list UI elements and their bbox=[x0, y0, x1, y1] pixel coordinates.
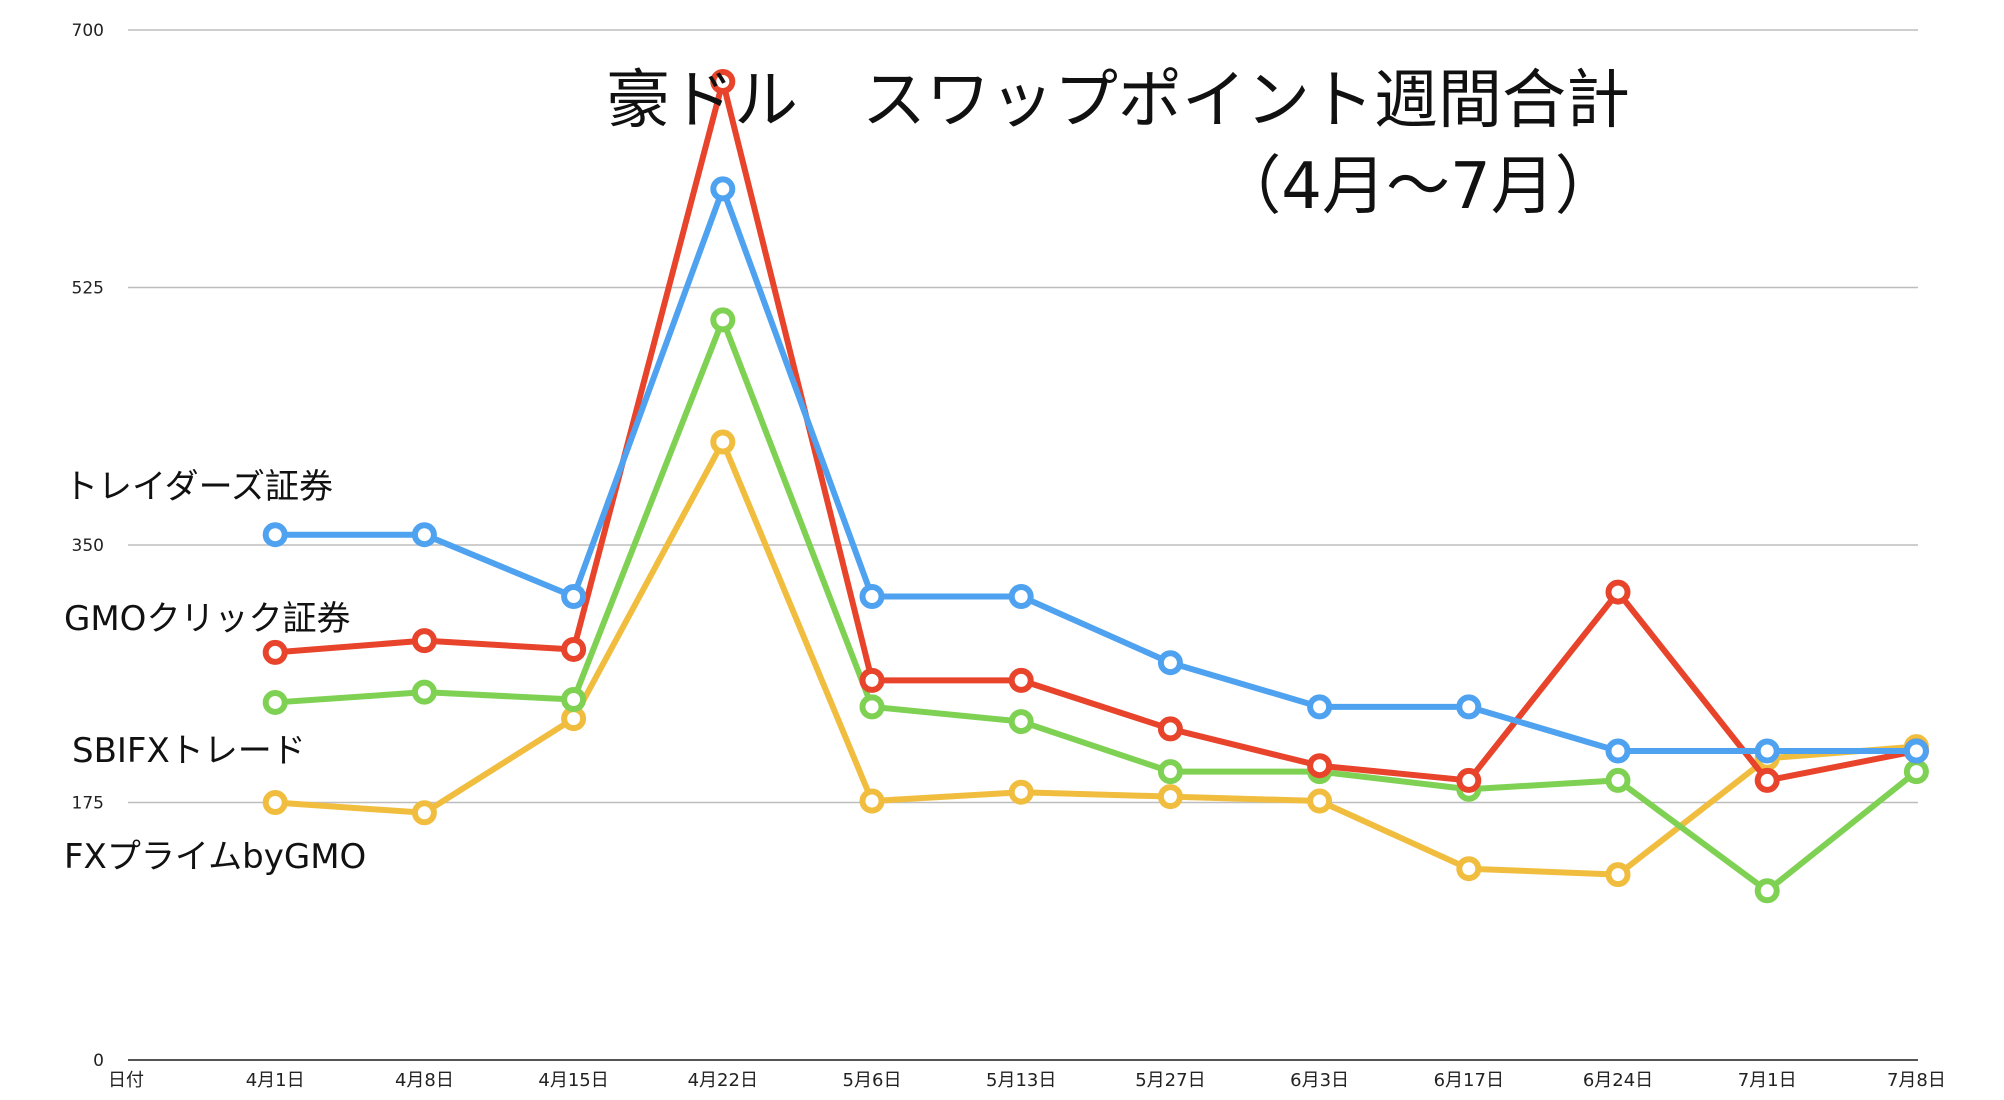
data-point bbox=[1008, 667, 1034, 693]
series-2 bbox=[262, 307, 1929, 904]
data-point bbox=[1157, 650, 1183, 676]
chart-subtitle: （4月〜7月） bbox=[1217, 150, 1618, 224]
data-point bbox=[1157, 759, 1183, 785]
x-tick-label: 4月8日 bbox=[395, 1070, 454, 1091]
x-tick-label: 6月24日 bbox=[1583, 1070, 1653, 1091]
data-point bbox=[262, 639, 288, 665]
series-0 bbox=[262, 176, 1929, 764]
x-tick-label: 6月17日 bbox=[1434, 1070, 1504, 1091]
gridlines bbox=[128, 29, 1918, 1061]
data-point bbox=[859, 788, 885, 814]
series-label-gmo-click: GMOクリック証券 bbox=[64, 599, 350, 639]
x-tick-label: 5月27日 bbox=[1135, 1070, 1205, 1091]
data-point bbox=[1008, 709, 1034, 735]
data-point bbox=[262, 522, 288, 548]
data-point bbox=[1605, 862, 1631, 888]
data-point bbox=[710, 176, 736, 202]
data-point bbox=[411, 628, 437, 654]
x-tick-label: 7月1日 bbox=[1738, 1070, 1797, 1091]
y-tick-label: 350 bbox=[72, 536, 104, 556]
data-point bbox=[1605, 767, 1631, 793]
data-point bbox=[411, 679, 437, 705]
data-point bbox=[1157, 716, 1183, 742]
x-tick-label: 6月3日 bbox=[1290, 1070, 1349, 1091]
data-point bbox=[1605, 738, 1631, 764]
series-1 bbox=[262, 69, 1929, 793]
series-3 bbox=[262, 429, 1929, 888]
data-point bbox=[710, 429, 736, 455]
y-tick-label: 0 bbox=[93, 1051, 104, 1071]
data-point bbox=[710, 307, 736, 333]
data-point bbox=[411, 522, 437, 548]
data-point bbox=[1456, 767, 1482, 793]
data-point bbox=[1307, 694, 1333, 720]
data-point bbox=[859, 694, 885, 720]
data-point bbox=[859, 667, 885, 693]
data-point bbox=[1456, 856, 1482, 882]
series-line bbox=[272, 78, 1920, 784]
series-line bbox=[272, 316, 1920, 894]
data-point bbox=[1307, 788, 1333, 814]
x-tick-label: 4月1日 bbox=[246, 1070, 305, 1091]
data-point bbox=[1157, 784, 1183, 810]
x-tick-label: 日付 bbox=[108, 1070, 144, 1091]
data-point bbox=[262, 689, 288, 715]
x-tick-label: 5月6日 bbox=[843, 1070, 902, 1091]
data-point bbox=[1903, 738, 1929, 764]
x-axis: 日付 4月1日 4月8日 4月15日 4月22日 5月6日 5月13日 5月27日 6月3日 6月… bbox=[108, 1070, 1946, 1091]
series-label-sbifx: SBIFXトレード bbox=[72, 731, 306, 771]
chart-title: 豪ドル スワップポイント週間合計 bbox=[606, 64, 1630, 138]
data-point bbox=[1754, 738, 1780, 764]
data-point bbox=[710, 69, 736, 94]
data-point bbox=[561, 584, 587, 609]
data-point bbox=[1456, 694, 1482, 720]
data-point bbox=[1008, 779, 1034, 805]
y-tick-label: 700 bbox=[72, 21, 104, 41]
data-point bbox=[1307, 753, 1333, 779]
series-label-traders: トレイダーズ証券 bbox=[64, 467, 333, 507]
data-point bbox=[1903, 759, 1929, 785]
series-group bbox=[262, 69, 1929, 904]
data-point bbox=[1754, 878, 1780, 904]
series-line bbox=[272, 439, 1920, 878]
data-point bbox=[411, 800, 437, 826]
series-label-fxprime: FXプライムbyGMO bbox=[64, 837, 366, 877]
x-tick-label: 7月8日 bbox=[1887, 1070, 1946, 1091]
data-point bbox=[561, 636, 587, 662]
x-tick-label: 4月15日 bbox=[538, 1070, 608, 1091]
x-tick-label: 4月22日 bbox=[688, 1070, 758, 1091]
y-axis: 0 175 350 525 700 bbox=[72, 21, 104, 1071]
data-point bbox=[1754, 767, 1780, 793]
data-point bbox=[1008, 584, 1034, 609]
y-tick-label: 175 bbox=[72, 794, 104, 814]
data-point bbox=[859, 584, 885, 609]
series-line bbox=[272, 185, 1920, 754]
x-tick-label: 5月13日 bbox=[986, 1070, 1056, 1091]
data-point bbox=[1605, 579, 1631, 605]
y-tick-label: 525 bbox=[72, 279, 104, 299]
data-point bbox=[262, 790, 288, 815]
data-point bbox=[561, 687, 587, 712]
